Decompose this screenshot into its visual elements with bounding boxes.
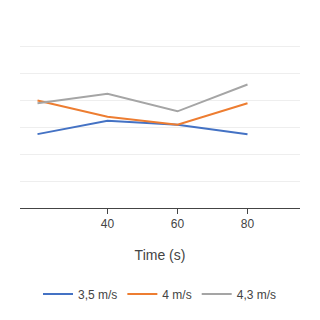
svg-text:Time (s): Time (s) — [135, 247, 186, 263]
svg-text:80: 80 — [241, 217, 255, 231]
svg-text:3,5 m/s: 3,5 m/s — [78, 288, 117, 302]
svg-text:4 m/s: 4 m/s — [162, 288, 191, 302]
svg-text:40: 40 — [101, 217, 115, 231]
svg-text:60: 60 — [171, 217, 185, 231]
svg-text:4,3 m/s: 4,3 m/s — [237, 288, 276, 302]
